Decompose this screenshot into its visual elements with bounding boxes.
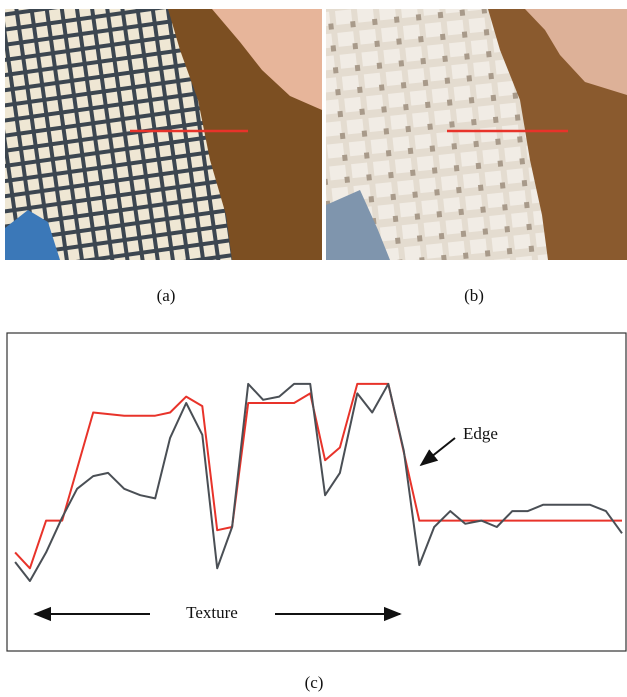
photo-b — [326, 9, 627, 260]
plot-frame — [7, 333, 626, 651]
figure: (a) (b) Texture Edge (c) — [0, 0, 627, 697]
caption: (a) — [157, 286, 176, 305]
caption: (b) — [464, 286, 484, 305]
annotation: Texture — [186, 603, 238, 622]
photo-a — [5, 9, 322, 260]
caption: (c) — [305, 673, 324, 692]
annotation: Edge — [463, 424, 498, 443]
arrow — [421, 438, 455, 465]
series-line — [15, 384, 622, 568]
